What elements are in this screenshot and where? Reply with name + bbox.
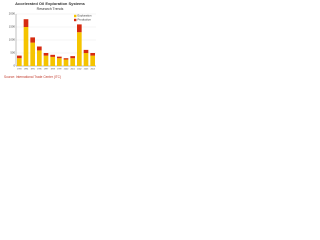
legend-swatch: [74, 18, 77, 22]
bar-segment: [63, 59, 69, 66]
bar-segment: [50, 54, 55, 57]
x-tick-label: 2004: [90, 69, 95, 71]
chart-subtitle: Research Trends: [37, 7, 64, 11]
x-tick-label: 1994: [24, 69, 29, 71]
chart-title: Accelerated Oil Exploration Systems: [15, 1, 86, 6]
x-tick-label: 2002: [77, 69, 82, 71]
x-tick-label: 1997: [44, 69, 49, 71]
x-tick-label: 2000: [64, 69, 69, 71]
bar-segment: [17, 55, 22, 59]
source-note: Source: International Trade Center (ITC): [4, 75, 61, 79]
bar-segment: [57, 56, 62, 59]
x-tick-label: 1995: [30, 69, 35, 71]
bar-segment: [30, 42, 35, 66]
bar-segment: [83, 53, 89, 66]
bar-segment: [83, 49, 89, 53]
bar-segment: [17, 58, 22, 66]
y-tick-label: 2000: [9, 12, 16, 16]
x-tick-label: 2001: [70, 69, 75, 71]
x-tick-label: 2003: [84, 69, 89, 71]
legend-swatch: [74, 14, 77, 18]
bar-segment: [23, 27, 29, 66]
y-tick-label: 0: [13, 64, 15, 68]
bar-segment: [43, 55, 49, 66]
x-tick-label: 1993: [17, 69, 22, 71]
bar-segment: [50, 56, 55, 66]
bar-segment: [70, 58, 75, 66]
bar-segment: [57, 58, 62, 66]
x-tick-label: 1999: [57, 69, 62, 71]
legend-label: Production: [78, 18, 92, 22]
y-tick-label: 1500: [9, 25, 16, 29]
x-tick-label: 1996: [37, 69, 42, 71]
bar-segment: [37, 46, 42, 51]
bar-segment: [77, 24, 82, 33]
x-tick-label: 1998: [50, 69, 55, 71]
page: Accelerated Oil Exploration Systems Rese…: [0, 0, 320, 82]
bar-segment: [37, 50, 42, 66]
legend-label: Exploration: [78, 14, 92, 18]
bar-segment: [43, 53, 49, 56]
y-tick-label: 500: [10, 51, 15, 55]
bar-segment: [70, 56, 75, 59]
bar-segment: [90, 53, 95, 56]
y-tick-label: 1000: [9, 38, 16, 42]
background: [0, 0, 100, 82]
bar-segment: [90, 55, 95, 66]
bar-segment: [23, 19, 29, 27]
bar-segment: [77, 32, 82, 66]
bar-segment: [63, 58, 69, 60]
bar-segment: [30, 37, 35, 43]
chart: Accelerated Oil Exploration Systems Rese…: [0, 0, 100, 82]
